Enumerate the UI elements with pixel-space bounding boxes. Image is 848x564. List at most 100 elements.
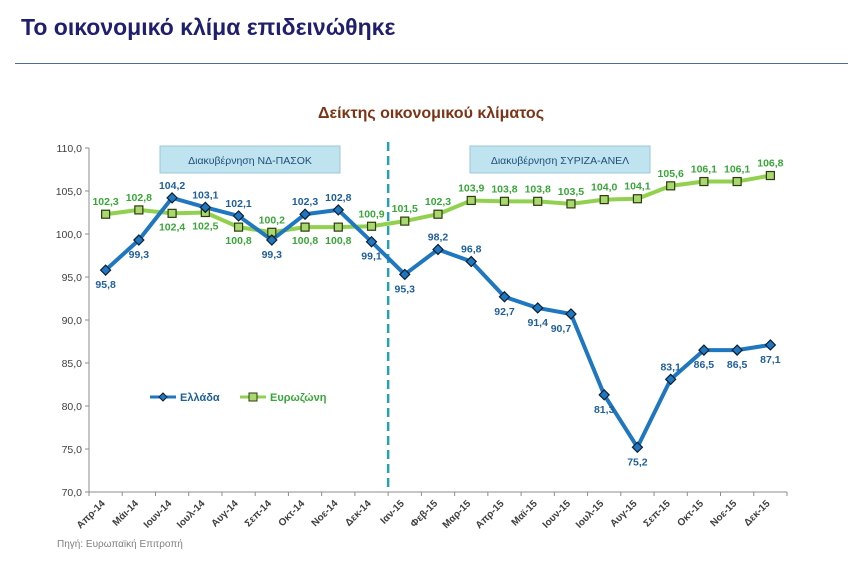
y-tick-label: 95,0: [62, 272, 83, 284]
eurozone-data-label: 103,8: [491, 183, 517, 195]
eurozone-data-label: 100,9: [358, 208, 384, 220]
greece-marker: [99, 264, 112, 276]
greece-data-label: 99,3: [129, 249, 150, 261]
eurozone-marker: [233, 222, 244, 232]
eurozone-marker: [533, 196, 543, 206]
eurozone-data-label: 104,1: [624, 181, 650, 193]
eurozone-marker: [134, 205, 144, 215]
y-tick-label: 75,0: [62, 444, 83, 456]
greece-data-label: 99,3: [262, 249, 283, 261]
greece-data-label: 90,7: [551, 323, 572, 335]
eurozone-marker: [333, 222, 343, 232]
y-tick-label: 105,0: [56, 186, 82, 198]
greece-marker: [398, 268, 411, 281]
x-tick-label: Ιουν-15: [541, 498, 574, 531]
greece-marker: [664, 373, 677, 386]
greece-data-label: 92,7: [494, 306, 515, 318]
y-tick-label: 110,0: [57, 143, 83, 155]
y-tick-label: 100,0: [56, 229, 82, 241]
greece-marker: [465, 255, 478, 268]
greece-marker: [631, 441, 644, 454]
eurozone-data-label: 101,5: [392, 203, 418, 215]
eurozone-data-label: 100,8: [325, 235, 351, 247]
greece-data-label: 99,1: [361, 251, 382, 263]
annotation-label: Διακυβέρνηση ΝΔ-ΠΑΣΟΚ: [188, 155, 312, 167]
greece-marker: [299, 208, 311, 221]
x-tick-label: Αυγ-14: [210, 498, 241, 529]
greece-data-label: 104,2: [159, 180, 185, 192]
x-tick-label: Οκτ-14: [277, 498, 308, 529]
greece-data-label: 87,1: [760, 354, 781, 366]
y-tick-label: 85,0: [62, 358, 83, 370]
greece-marker: [531, 302, 544, 314]
x-tick-label: Ιουλ-14: [175, 498, 208, 531]
greece-marker: [365, 235, 378, 248]
eurozone-data-label: 106,1: [724, 164, 750, 176]
x-tick-label: Ιαν-15: [379, 498, 408, 527]
eurozone-marker: [599, 195, 609, 205]
greece-data-label: 95,3: [395, 283, 416, 295]
legend-marker-greece: [158, 392, 168, 402]
x-tick-label: Απρ-15: [474, 498, 507, 531]
eurozone-marker: [167, 208, 177, 218]
y-tick-label: 90,0: [62, 315, 83, 327]
greece-marker: [133, 234, 145, 246]
x-tick-label: Μαϊ-15: [510, 498, 541, 529]
greece-marker: [698, 344, 710, 356]
greece-marker: [432, 243, 444, 256]
greece-marker: [166, 192, 178, 204]
x-tick-label: Αυγ-15: [608, 498, 639, 529]
eurozone-marker: [300, 222, 310, 232]
greece-data-label: 81,3: [594, 404, 615, 416]
eurozone-marker: [566, 199, 576, 209]
x-tick-label: Μαρ-15: [441, 498, 474, 531]
greece-data-label: 91,4: [527, 317, 548, 329]
greece-marker: [199, 201, 212, 214]
greece-marker: [265, 234, 278, 246]
eurozone-data-label: 103,8: [525, 183, 551, 195]
greece-data-label: 102,8: [325, 192, 351, 204]
x-tick-label: Νοε-14: [310, 498, 341, 529]
eurozone-marker: [699, 176, 709, 187]
eurozone-marker: [732, 176, 742, 187]
page-title: Το οικονομικό κλίμα επιδεινώθηκε: [21, 14, 396, 40]
eurozone-data-label: 102,8: [126, 192, 152, 204]
x-tick-label: Δεκ-14: [343, 498, 374, 529]
greece-marker: [731, 344, 743, 356]
x-tick-label: Σεπ-15: [642, 498, 673, 529]
legend-label-eurozone: Ευρωζώνη: [270, 392, 327, 404]
greece-data-label: 75,2: [627, 456, 648, 468]
eurozone-marker: [666, 181, 676, 191]
annotation-box: [469, 145, 651, 174]
eurozone-marker: [466, 195, 476, 206]
eurozone-marker: [366, 221, 377, 231]
x-tick-label: Νοε-15: [708, 498, 739, 529]
eurozone-marker: [400, 216, 410, 226]
eurozone-marker: [101, 209, 111, 219]
eurozone-data-label: 106,1: [691, 164, 717, 176]
x-tick-label: Ιουν-14: [142, 498, 175, 531]
title-rule: [15, 63, 848, 64]
greece-marker: [764, 339, 777, 351]
eurozone-data-label: 102,5: [192, 221, 218, 233]
greece-data-label: 102,3: [292, 196, 318, 208]
greece-data-label: 98,2: [428, 231, 449, 243]
legend-marker-eurozone: [248, 392, 258, 402]
greece-data-label: 83,1: [660, 361, 681, 373]
x-tick-label: Φεβ-15: [409, 498, 441, 530]
x-tick-label: Σεπ-14: [243, 498, 274, 529]
greece-data-label: 102,1: [225, 198, 251, 210]
source-note: Πηγή: Ευρωπαϊκή Επιτροπή: [57, 539, 183, 550]
x-tick-label: Ιουλ-15: [574, 498, 607, 531]
x-tick-label: Οκτ-15: [675, 498, 706, 529]
eurozone-data-label: 100,8: [225, 235, 251, 247]
greece-marker: [232, 210, 245, 222]
annotation-box: [159, 145, 341, 174]
eurozone-data-label: 105,6: [658, 168, 684, 180]
eurozone-data-label: 104,0: [591, 182, 617, 194]
eurozone-data-label: 106,8: [757, 158, 783, 170]
eurozone-data-label: 103,9: [458, 182, 484, 194]
eurozone-data-label: 102,3: [92, 196, 118, 208]
greece-data-label: 96,8: [461, 244, 482, 256]
annotation-label: Διακυβέρνηση ΣΥΡΙΖΑ-ΑΝΕΛ: [491, 155, 629, 167]
